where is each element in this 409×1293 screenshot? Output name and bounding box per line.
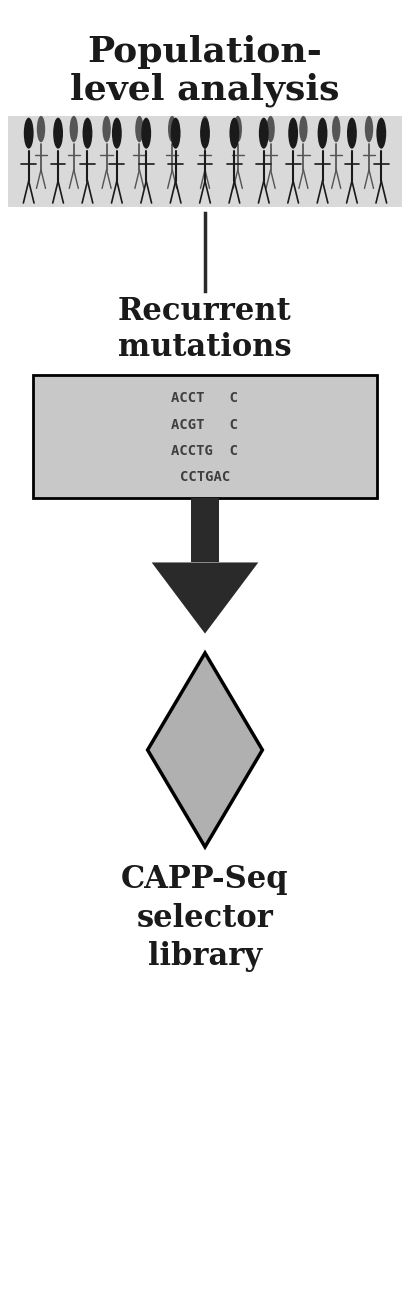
Circle shape bbox=[288, 118, 297, 149]
Text: CAPP-Seq
selector
library: CAPP-Seq selector library bbox=[121, 864, 288, 972]
Circle shape bbox=[331, 116, 339, 142]
Circle shape bbox=[37, 116, 45, 142]
Polygon shape bbox=[151, 562, 258, 634]
Circle shape bbox=[346, 118, 356, 149]
Text: Population-
level analysis: Population- level analysis bbox=[70, 35, 339, 107]
Circle shape bbox=[82, 118, 92, 149]
Text: Recurrent
mutations: Recurrent mutations bbox=[118, 296, 291, 363]
Circle shape bbox=[229, 118, 239, 149]
Circle shape bbox=[375, 118, 385, 149]
Circle shape bbox=[200, 116, 209, 142]
Circle shape bbox=[233, 116, 241, 142]
Circle shape bbox=[24, 118, 34, 149]
Circle shape bbox=[102, 116, 110, 142]
Circle shape bbox=[141, 118, 151, 149]
Circle shape bbox=[299, 116, 307, 142]
Circle shape bbox=[70, 116, 78, 142]
Bar bbox=[190, 498, 219, 562]
Circle shape bbox=[170, 118, 180, 149]
Bar bbox=[8, 116, 401, 207]
Text: ACCTG  C: ACCTG C bbox=[171, 443, 238, 458]
Circle shape bbox=[112, 118, 121, 149]
Text: ACGT   C: ACGT C bbox=[171, 418, 238, 432]
FancyBboxPatch shape bbox=[33, 375, 376, 498]
Circle shape bbox=[364, 116, 372, 142]
Text: ACCT   C: ACCT C bbox=[171, 392, 238, 405]
Circle shape bbox=[168, 116, 176, 142]
Circle shape bbox=[53, 118, 63, 149]
Circle shape bbox=[135, 116, 143, 142]
Circle shape bbox=[317, 118, 327, 149]
Polygon shape bbox=[147, 653, 262, 847]
Circle shape bbox=[258, 118, 268, 149]
Circle shape bbox=[266, 116, 274, 142]
Text: CCTGAC: CCTGAC bbox=[180, 471, 229, 484]
Circle shape bbox=[200, 118, 209, 149]
